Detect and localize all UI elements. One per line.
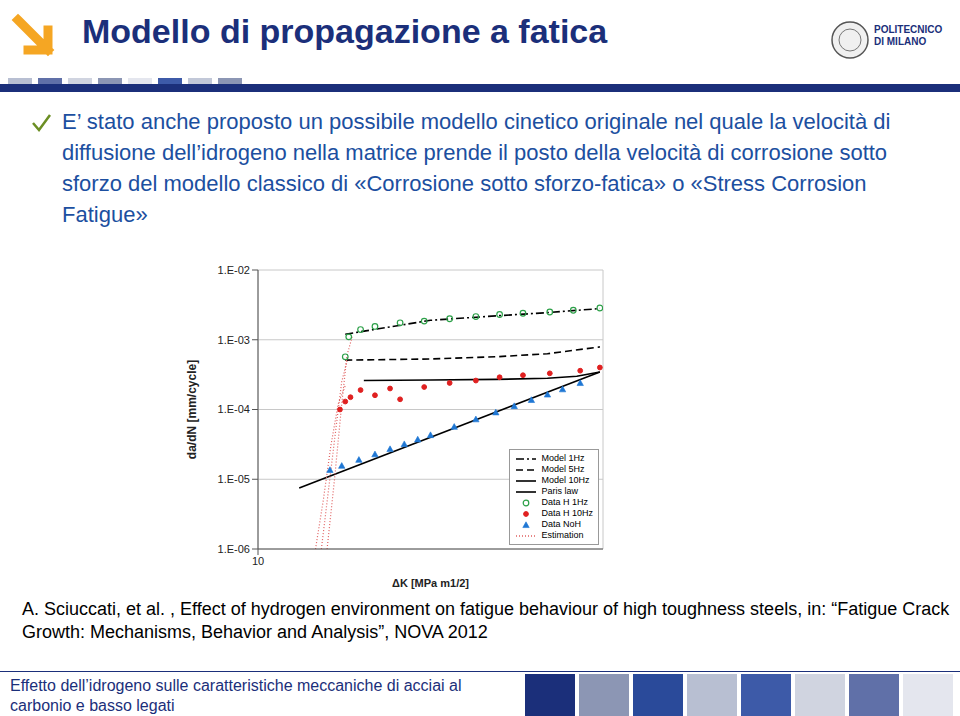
html-text:Paris law: Paris law xyxy=(541,486,578,496)
html-text:Model 5Hz: Model 5Hz xyxy=(541,464,585,474)
html-text:DI MILANO: DI MILANO xyxy=(874,36,927,47)
html-text:A. Sciuccati, et al. , Effect: A. Sciuccati, et al. , Effect of hydroge… xyxy=(22,599,950,642)
html-text:Modello di propagazione a fati: Modello di propagazione a fatica xyxy=(82,12,608,50)
html-text:Model 1Hz: Model 1Hz xyxy=(541,453,585,463)
svg-text:1.E-05: 1.E-05 xyxy=(218,473,250,485)
html-text:Data NoH: Data NoH xyxy=(541,519,581,529)
html-text:Estimation: Estimation xyxy=(541,530,584,540)
html-text:Effetto dell’idrogeno sulle ca: Effetto dell’idrogeno sulle caratteristi… xyxy=(10,677,462,714)
svg-text:10: 10 xyxy=(252,555,264,567)
html-text:Data H 1Hz: Data H 1Hz xyxy=(541,497,588,507)
html-text:POLITECNICO: POLITECNICO xyxy=(874,24,943,35)
html-text:E’ stato anche proposto un pos: E’ stato anche proposto un possibile mod… xyxy=(62,109,891,227)
html-text:Model 10Hz: Model 10Hz xyxy=(541,475,590,485)
svg-text:1.E-02: 1.E-02 xyxy=(218,264,250,276)
html-text:Data H 10Hz: Data H 10Hz xyxy=(541,508,593,518)
svg-text:1.E-04: 1.E-04 xyxy=(218,403,250,415)
svg-text:ΔK [MPa m1/2]: ΔK [MPa m1/2] xyxy=(392,577,469,589)
svg-text:da/dN [mm/cycle]: da/dN [mm/cycle] xyxy=(186,360,199,459)
svg-text:1.E-06: 1.E-06 xyxy=(218,543,250,555)
svg-text:1.E-03: 1.E-03 xyxy=(218,334,250,346)
